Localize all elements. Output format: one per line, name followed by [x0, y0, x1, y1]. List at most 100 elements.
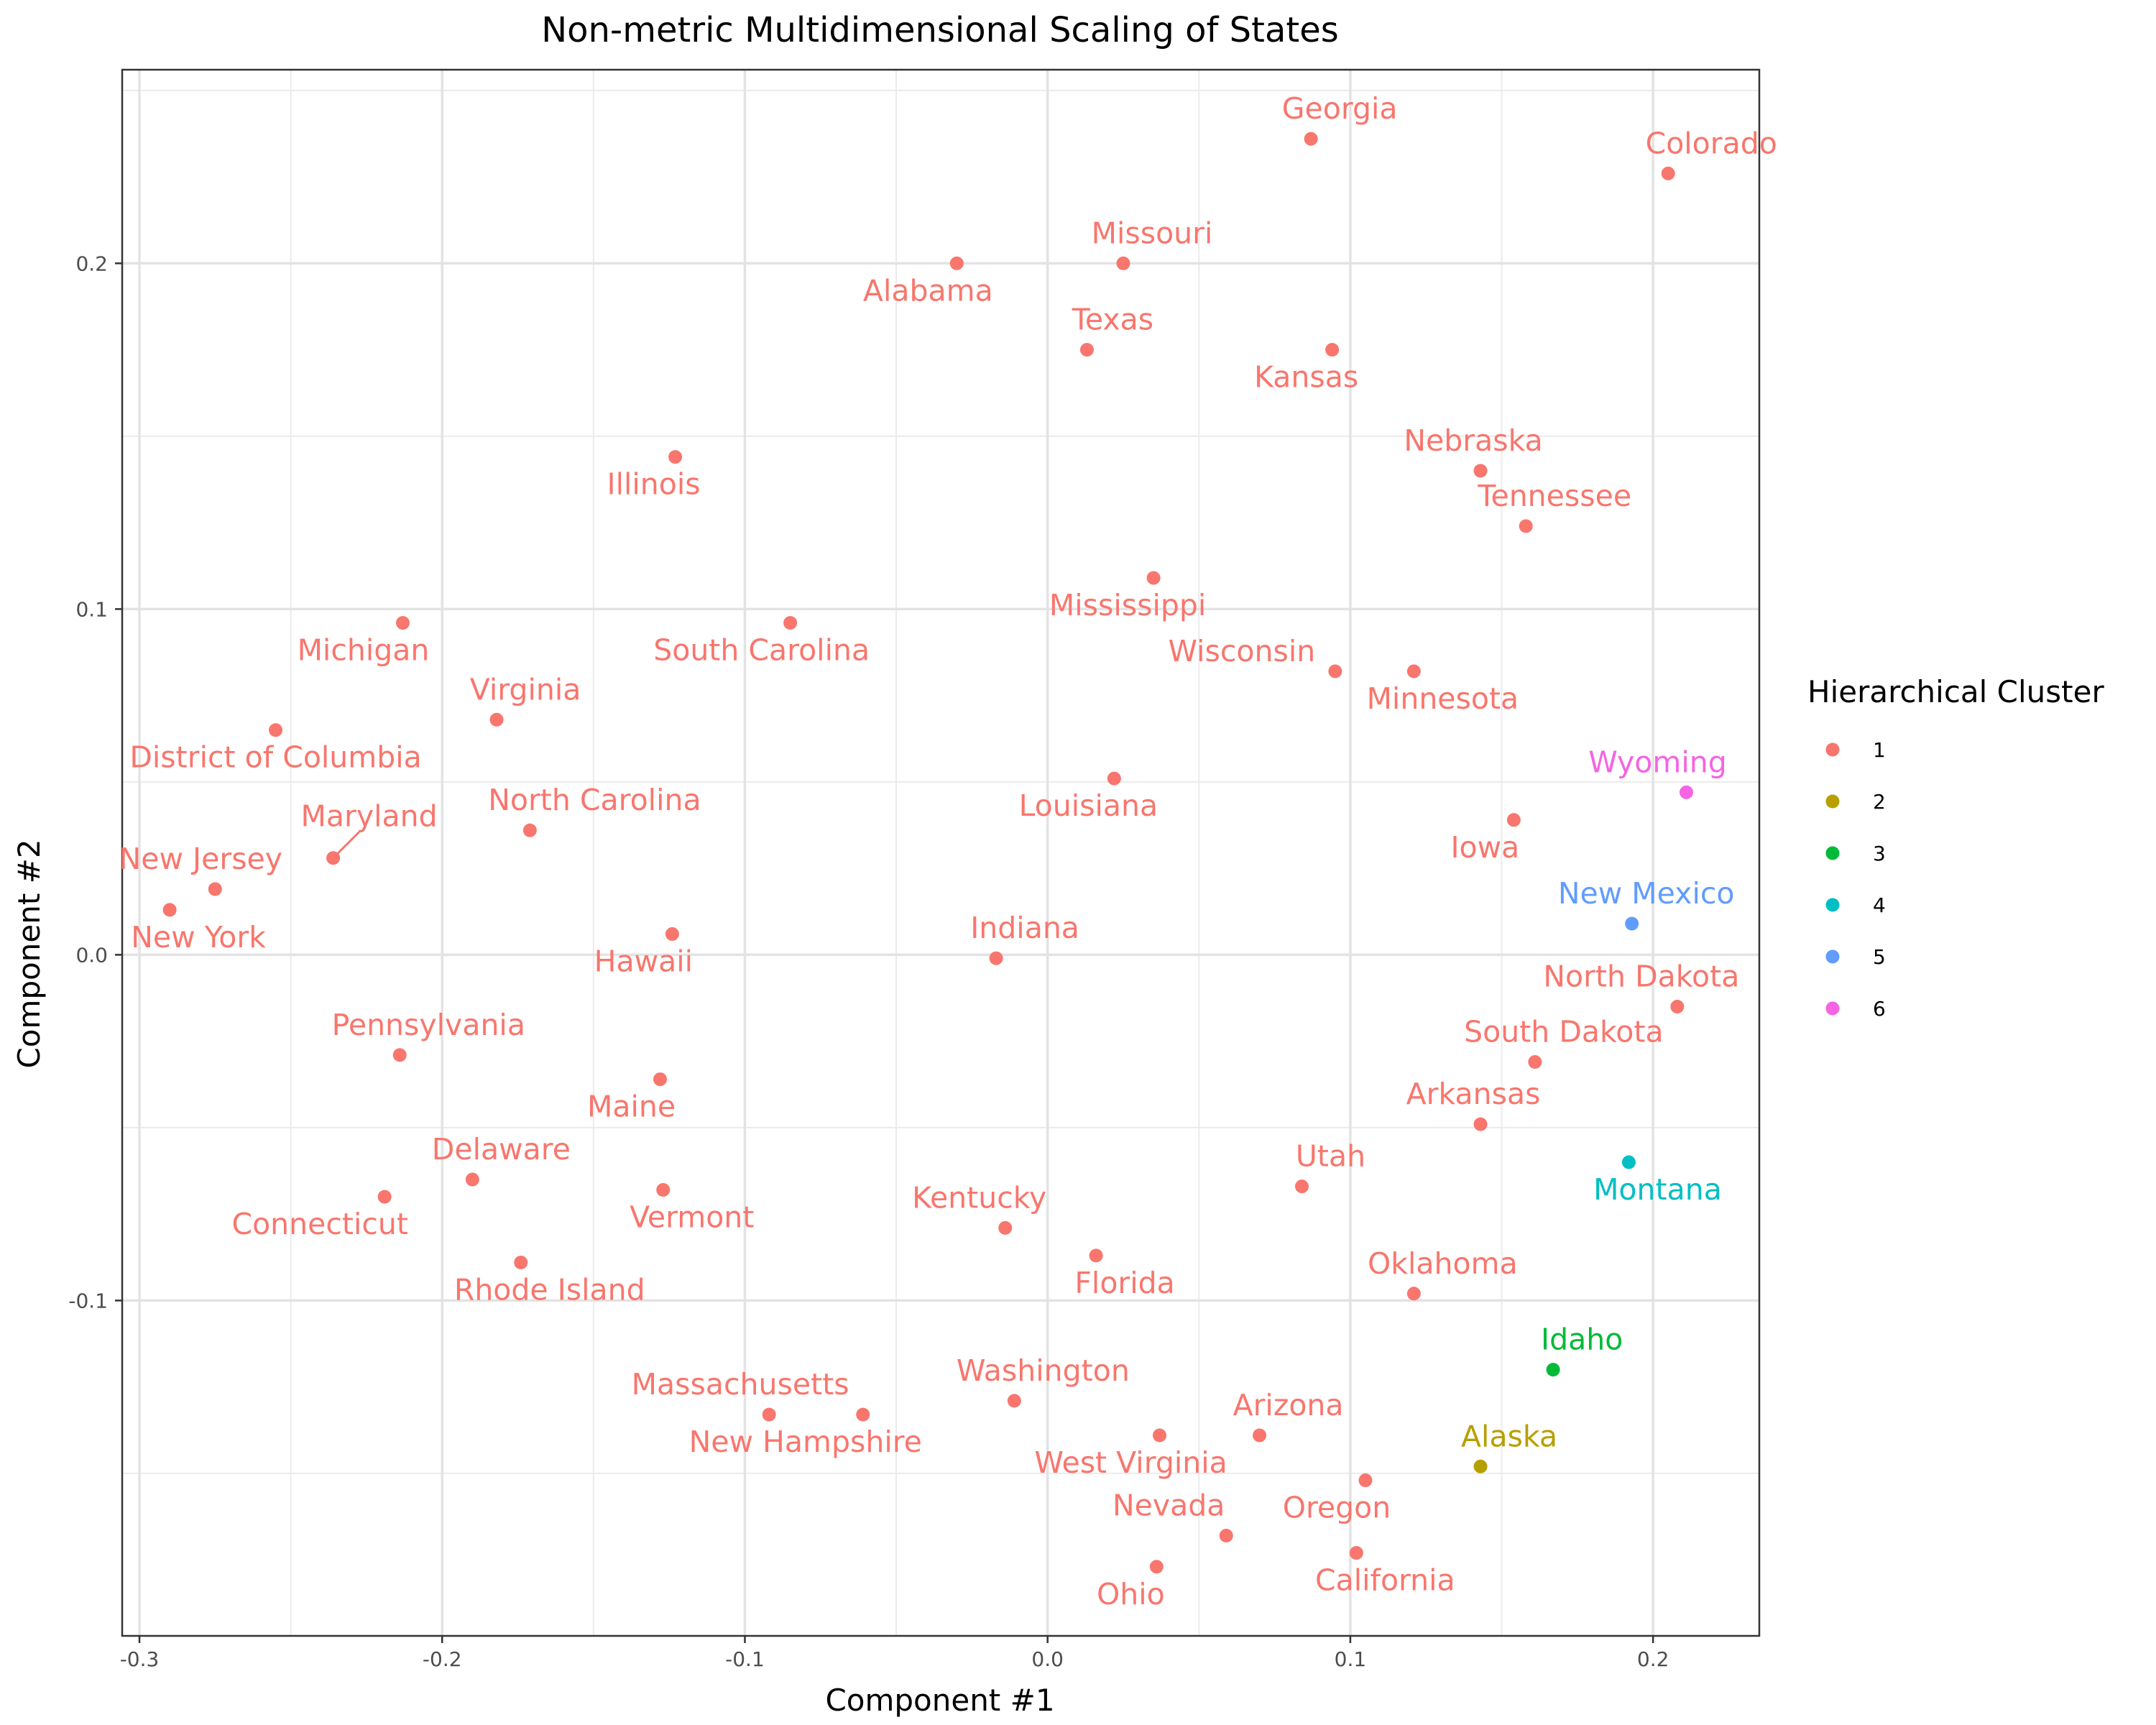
point-washington	[1007, 1394, 1021, 1408]
label-montana: Montana	[1593, 1172, 1722, 1207]
point-colorado	[1661, 166, 1675, 180]
label-arizona: Arizona	[1233, 1388, 1344, 1422]
point-wyoming	[1679, 785, 1693, 799]
point-oregon	[1358, 1473, 1373, 1488]
label-mississippi: Mississippi	[1049, 588, 1206, 622]
label-new-hampshire: New Hampshire	[689, 1425, 922, 1459]
y-tick-label: -0.1	[68, 1289, 108, 1312]
point-missouri	[1116, 256, 1130, 270]
point-south-dakota	[1528, 1055, 1542, 1070]
label-oklahoma: Oklahoma	[1368, 1246, 1518, 1281]
label-west-virginia: West Virginia	[1034, 1445, 1227, 1480]
legend-key-3	[1825, 846, 1840, 860]
y-tick-label: 0.0	[75, 943, 108, 967]
point-north-dakota	[1670, 1000, 1685, 1014]
point-labels-layer: Georgia Colorado Missouri Alabama Texas Kansa…	[119, 91, 1777, 1611]
label-alaska: Alaska	[1461, 1419, 1557, 1453]
label-wisconsin: Wisconsin	[1168, 634, 1315, 668]
label-florida: Florida	[1074, 1266, 1174, 1300]
x-tick-label: -0.3	[120, 1647, 160, 1671]
label-colorado: Colorado	[1646, 126, 1777, 160]
y-axis-title: Component #2	[11, 839, 47, 1068]
legend-label-2: 2	[1873, 790, 1886, 814]
point-iowa	[1506, 813, 1521, 827]
label-wyoming: Wyoming	[1588, 745, 1727, 779]
label-south-carolina: South Carolina	[653, 633, 870, 668]
label-kansas: Kansas	[1254, 360, 1358, 395]
point-pennsylvania	[392, 1048, 407, 1062]
label-nebraska: Nebraska	[1404, 423, 1542, 458]
label-california: California	[1315, 1563, 1455, 1598]
point-mississippi	[1146, 571, 1161, 585]
x-axis-title: Component #1	[825, 1683, 1054, 1718]
label-tennessee: Tennessee	[1477, 479, 1631, 513]
label-new-york: New York	[131, 920, 266, 954]
legend-title: Hierarchical Cluster	[1807, 674, 2104, 709]
legend-label-5: 5	[1873, 945, 1886, 969]
label-texas: Texas	[1072, 303, 1153, 337]
legend-key-2	[1825, 794, 1840, 809]
point-new-mexico	[1625, 916, 1639, 931]
point-west-virginia	[1153, 1428, 1167, 1443]
label-nevada: Nevada	[1112, 1489, 1225, 1523]
legend-key-6	[1825, 1001, 1840, 1016]
point-alaska	[1473, 1459, 1488, 1473]
point-georgia	[1304, 132, 1318, 146]
legend-label-3: 3	[1873, 842, 1886, 865]
point-minnesota	[1406, 664, 1421, 678]
point-ohio	[1149, 1560, 1164, 1574]
point-tennessee	[1519, 519, 1533, 533]
point-california	[1349, 1546, 1363, 1560]
label-maryland: Maryland	[301, 799, 438, 834]
legend-label-1: 1	[1873, 738, 1886, 762]
label-ohio: Ohio	[1097, 1577, 1165, 1611]
label-delaware: Delaware	[432, 1132, 571, 1167]
label-iowa: Iowa	[1450, 830, 1519, 865]
label-minnesota: Minnesota	[1367, 681, 1519, 716]
label-louisiana: Louisiana	[1019, 788, 1158, 823]
panel-border	[121, 68, 1761, 1637]
point-illinois	[668, 450, 683, 464]
label-illinois: Illinois	[607, 467, 701, 502]
point-maine	[653, 1072, 668, 1087]
point-texas	[1079, 343, 1094, 357]
point-vermont	[656, 1182, 671, 1197]
label-connecticut: Connecticut	[231, 1207, 408, 1241]
legend-items: 1 2 3 4 5 6	[1825, 738, 1886, 1021]
label-michigan: Michigan	[298, 633, 430, 668]
label-oregon: Oregon	[1283, 1491, 1391, 1525]
point-nebraska	[1473, 464, 1488, 478]
label-maine: Maine	[587, 1090, 676, 1124]
legend-label-6: 6	[1873, 997, 1886, 1021]
point-montana	[1621, 1155, 1636, 1169]
axis-ticks: -0.3 -0.2 -0.1 0.0 0.1 0.2 -0.1 0.0 0.1 0.2	[68, 252, 1669, 1671]
point-utah	[1295, 1179, 1309, 1194]
point-arizona	[1253, 1428, 1267, 1443]
label-south-dakota: South Dakota	[1464, 1015, 1663, 1049]
label-district-of-columbia: District of Columbia	[129, 740, 421, 775]
label-north-dakota: North Dakota	[1543, 960, 1739, 994]
legend-key-1	[1825, 742, 1840, 757]
point-oklahoma	[1406, 1287, 1421, 1301]
label-alabama: Alabama	[863, 273, 993, 308]
chart-title: Non-metric Multidimensional Scaling of S…	[541, 10, 1339, 50]
points-layer	[162, 132, 1693, 1574]
point-district-of-columbia	[269, 723, 283, 737]
label-pennsylvania: Pennsylvania	[332, 1008, 525, 1042]
x-tick-label: 0.2	[1637, 1647, 1669, 1671]
x-tick-label: 0.1	[1335, 1647, 1367, 1671]
point-new-york	[162, 903, 177, 917]
label-washington: Washington	[957, 1353, 1130, 1388]
plot-panel	[121, 68, 1761, 1637]
legend-label-4: 4	[1873, 893, 1886, 917]
point-new-hampshire	[856, 1407, 870, 1422]
legend-key-4	[1825, 898, 1840, 912]
label-georgia: Georgia	[1282, 91, 1398, 126]
x-tick-label: -0.1	[725, 1647, 765, 1671]
point-kentucky	[998, 1220, 1013, 1235]
label-idaho: Idaho	[1541, 1322, 1623, 1357]
point-delaware	[465, 1172, 479, 1187]
label-kentucky: Kentucky	[912, 1180, 1046, 1215]
point-louisiana	[1107, 771, 1121, 786]
